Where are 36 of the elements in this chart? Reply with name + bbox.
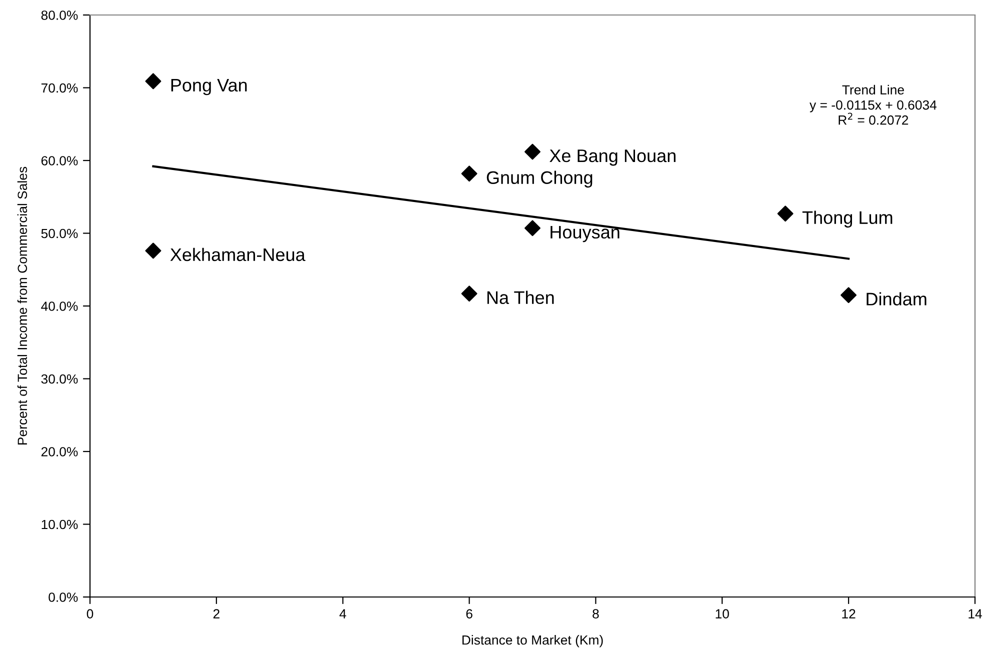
y-tick-label: 40.0% bbox=[41, 302, 78, 311]
x-tick-label: 2 bbox=[213, 609, 220, 618]
point bbox=[840, 287, 857, 304]
y-tick-label: 30.0% bbox=[41, 374, 78, 384]
point bbox=[145, 73, 162, 90]
x-tick-label: 12 bbox=[842, 609, 856, 618]
point bbox=[777, 206, 794, 222]
y-tick-label: 50.0% bbox=[41, 228, 78, 238]
point bbox=[524, 220, 540, 236]
y-tick-label: 60.0% bbox=[41, 156, 78, 166]
x-tick-label: 10 bbox=[716, 609, 729, 618]
point bbox=[461, 166, 478, 182]
annotation: Thong Lum bbox=[802, 210, 892, 228]
annotation: Dindam bbox=[866, 292, 926, 306]
annotation: Xekhaman-Neua bbox=[170, 248, 306, 262]
y-tick-label: 0.0% bbox=[48, 592, 78, 602]
point bbox=[461, 286, 478, 302]
y-tick-label: 80.0% bbox=[41, 10, 78, 20]
x-tick-label: 14 bbox=[968, 609, 982, 618]
annotation: Gnum Chong bbox=[486, 170, 592, 188]
annotation: Xe Bang Nouan bbox=[550, 150, 676, 166]
annotation: Houysan bbox=[550, 226, 620, 242]
y-tick-label: 10.0% bbox=[42, 520, 78, 530]
x-tick-label: 8 bbox=[592, 609, 599, 618]
x-tick-label: 4 bbox=[339, 609, 346, 618]
y-axis-title: Percent of Total Income from Commercial Sales bbox=[17, 166, 28, 444]
annotation: Na Then bbox=[487, 290, 554, 304]
point bbox=[524, 144, 540, 160]
x-tick-label: 6 bbox=[466, 609, 472, 618]
x-tick-label: 0 bbox=[86, 609, 94, 618]
y-tick-label: 20.0% bbox=[41, 447, 78, 456]
y-tick-label: 70.0% bbox=[41, 83, 78, 93]
point bbox=[145, 242, 162, 259]
annotation: Pong Van bbox=[171, 79, 247, 96]
x-axis-title: Distance to Market (Km) bbox=[462, 634, 603, 648]
annotation: Trend Line y = -0.0115x + 0.6034 R$^{2}$ = 0.2072 bbox=[810, 84, 937, 125]
